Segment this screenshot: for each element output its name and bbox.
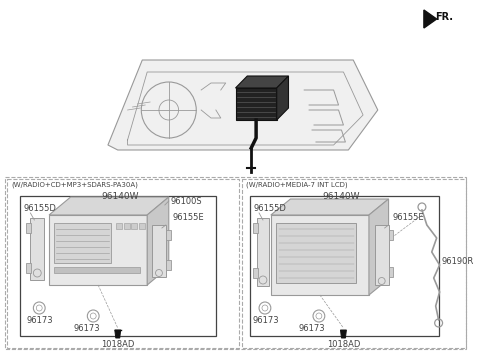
Bar (166, 260, 171, 270)
Text: 96173: 96173 (299, 324, 325, 333)
Polygon shape (49, 197, 169, 215)
Polygon shape (236, 88, 276, 120)
Text: 1018AD: 1018AD (327, 340, 360, 349)
Bar (166, 230, 171, 240)
Bar (276, 223, 356, 283)
Bar (139, 223, 145, 229)
Text: 96173: 96173 (252, 316, 279, 325)
Text: 96100S: 96100S (171, 196, 203, 206)
Bar (30, 218, 44, 280)
Text: 96155E: 96155E (173, 213, 204, 222)
Bar (5, 177, 466, 349)
Bar (7, 179, 240, 348)
Text: 96155E: 96155E (393, 213, 424, 222)
Polygon shape (108, 60, 378, 150)
Bar (54, 223, 111, 263)
Polygon shape (424, 10, 437, 28)
Polygon shape (236, 76, 288, 88)
Bar (253, 223, 258, 233)
Bar (116, 223, 121, 229)
Polygon shape (147, 197, 169, 285)
Polygon shape (271, 215, 369, 295)
Bar (132, 223, 137, 229)
Polygon shape (340, 330, 347, 338)
Polygon shape (271, 199, 389, 215)
Bar (124, 223, 130, 229)
Polygon shape (49, 215, 147, 285)
Polygon shape (276, 76, 288, 120)
Text: (W/RADIO+MEDIA-7 INT LCD): (W/RADIO+MEDIA-7 INT LCD) (246, 182, 348, 188)
Text: 96155D: 96155D (24, 204, 57, 213)
Bar (54, 267, 140, 273)
Bar (257, 218, 269, 286)
Polygon shape (369, 199, 389, 295)
Polygon shape (115, 330, 120, 338)
Bar (152, 225, 166, 277)
Text: (W/RADIO+CD+MP3+SDARS-PA30A): (W/RADIO+CD+MP3+SDARS-PA30A) (12, 182, 139, 188)
Bar (253, 268, 258, 278)
Bar (20, 196, 216, 336)
Bar (26, 223, 31, 233)
Bar (250, 196, 439, 336)
Text: 1018AD: 1018AD (101, 340, 134, 349)
Bar (242, 179, 466, 348)
Bar (389, 230, 394, 240)
Text: 96173: 96173 (26, 316, 53, 325)
Text: 96173: 96173 (73, 324, 100, 333)
Text: 96155D: 96155D (253, 204, 286, 213)
Bar (375, 225, 389, 285)
Bar (389, 267, 394, 277)
Text: FR.: FR. (435, 12, 453, 22)
Text: 96190R: 96190R (442, 257, 474, 267)
Bar (26, 263, 31, 273)
Text: 96140W: 96140W (323, 192, 360, 201)
Text: 96140W: 96140W (101, 192, 138, 201)
